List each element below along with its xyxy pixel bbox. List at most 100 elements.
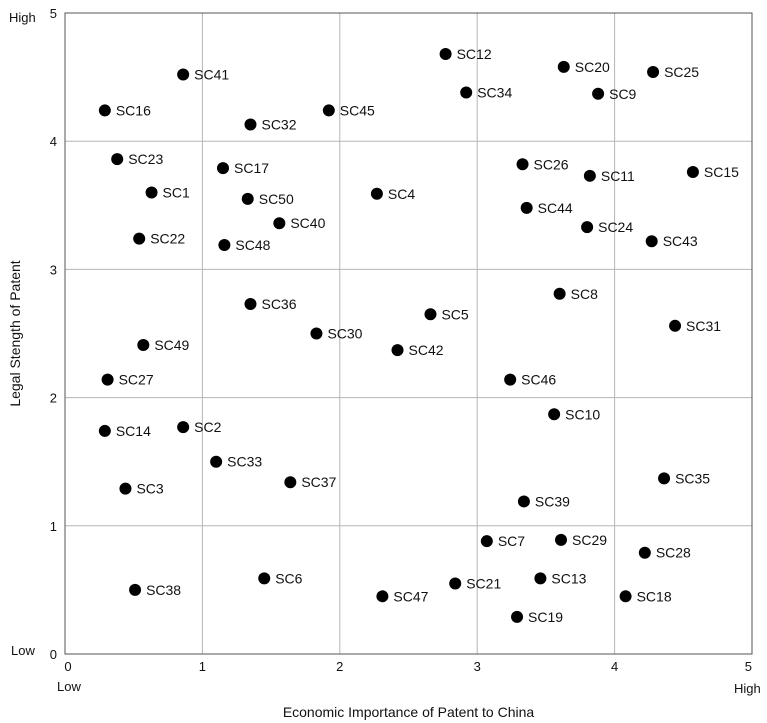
point-marker <box>218 239 231 252</box>
data-point: SC1 <box>145 184 190 200</box>
data-point: SC28 <box>638 545 691 561</box>
data-point: SC12 <box>439 46 492 62</box>
point-marker <box>460 86 473 99</box>
data-point: SC43 <box>645 233 698 249</box>
point-marker <box>619 590 632 603</box>
point-marker <box>98 424 111 437</box>
point-label: SC3 <box>136 481 163 497</box>
point-label: SC26 <box>534 156 569 172</box>
point-marker <box>686 165 699 178</box>
point-label: SC12 <box>457 46 492 62</box>
x-axis-title: Economic Importance of Patent to China <box>283 704 535 720</box>
data-point: SC45 <box>322 102 375 118</box>
data-point: SC8 <box>553 286 598 302</box>
point-label: SC27 <box>119 372 154 388</box>
point-marker <box>111 153 124 166</box>
data-point: SC46 <box>504 372 556 388</box>
data-point: SC25 <box>647 64 699 80</box>
point-label: SC7 <box>498 533 525 549</box>
point-label: SC25 <box>664 64 699 80</box>
point-label: SC8 <box>571 286 598 302</box>
point-marker <box>137 339 150 352</box>
point-marker <box>424 308 437 321</box>
x-tick-label: 2 <box>336 659 343 674</box>
point-marker <box>129 583 142 596</box>
point-marker <box>177 68 190 81</box>
axis-ticks: 0 1 2 3 4 5 0 1 2 3 4 5 <box>50 6 752 674</box>
point-label: SC41 <box>194 67 229 83</box>
data-point: SC17 <box>217 160 269 176</box>
point-label: SC11 <box>601 168 635 184</box>
point-label: SC2 <box>194 419 221 435</box>
point-marker <box>480 535 493 548</box>
point-label: SC13 <box>551 570 586 586</box>
point-marker <box>520 201 533 214</box>
y-tick-label: 0 <box>50 647 57 662</box>
data-point: SC49 <box>137 337 190 353</box>
data-point: SC38 <box>129 582 181 598</box>
point-marker <box>581 221 594 234</box>
point-label: SC32 <box>261 117 296 133</box>
point-label: SC49 <box>154 337 189 353</box>
point-label: SC16 <box>116 102 151 118</box>
point-marker <box>284 476 297 489</box>
point-marker <box>133 232 146 245</box>
point-label: SC40 <box>290 215 325 231</box>
point-marker <box>638 546 651 559</box>
point-label: SC21 <box>466 575 501 591</box>
point-label: SC17 <box>234 160 269 176</box>
point-label: SC10 <box>565 406 600 422</box>
plot-frame <box>64 12 753 655</box>
data-point: SC37 <box>284 474 337 490</box>
point-label: SC9 <box>609 86 636 102</box>
data-point: SC4 <box>370 186 415 202</box>
data-point: SC31 <box>669 318 721 334</box>
data-point: SC2 <box>177 419 222 435</box>
data-point: SC10 <box>548 406 600 422</box>
point-marker <box>273 217 286 230</box>
data-point: SC11 <box>583 168 635 184</box>
point-label: SC20 <box>575 59 610 75</box>
data-point: SC23 <box>111 151 163 167</box>
data-point: SC26 <box>516 156 569 172</box>
data-point: SC22 <box>133 231 185 247</box>
point-label: SC5 <box>441 306 468 322</box>
y-tick-label: 5 <box>50 6 57 21</box>
data-point: SC34 <box>460 84 512 100</box>
x-tick-label: 4 <box>611 659 618 674</box>
point-marker <box>145 186 158 199</box>
point-marker <box>669 319 682 332</box>
point-marker <box>98 104 111 117</box>
data-point: SC48 <box>218 237 271 253</box>
point-marker <box>391 344 404 357</box>
data-point: SC27 <box>101 372 154 388</box>
point-marker <box>645 235 658 248</box>
data-point: SC47 <box>376 588 429 604</box>
point-marker <box>511 610 524 623</box>
point-label: SC19 <box>528 609 563 625</box>
point-label: SC46 <box>521 372 556 388</box>
x-tick-label: 3 <box>474 659 481 674</box>
data-point: SC39 <box>517 493 570 509</box>
point-marker <box>583 169 596 182</box>
point-marker <box>557 60 570 73</box>
point-marker <box>516 158 529 171</box>
point-label: SC50 <box>259 191 294 207</box>
data-point: SC18 <box>619 588 672 604</box>
data-point: SC32 <box>244 117 297 133</box>
data-point: SC19 <box>511 609 563 625</box>
y-tick-label: 4 <box>50 134 57 149</box>
point-marker <box>310 327 323 340</box>
point-label: SC28 <box>656 545 691 561</box>
point-label: SC23 <box>128 151 163 167</box>
x-tick-label: 1 <box>199 659 206 674</box>
point-marker <box>244 298 257 311</box>
data-point: SC24 <box>581 219 633 235</box>
point-label: SC37 <box>301 474 336 490</box>
data-point: SC41 <box>177 67 229 83</box>
point-label: SC15 <box>704 164 739 180</box>
point-label: SC30 <box>327 326 362 342</box>
data-point: SC29 <box>555 532 607 548</box>
data-point: SC50 <box>241 191 294 207</box>
